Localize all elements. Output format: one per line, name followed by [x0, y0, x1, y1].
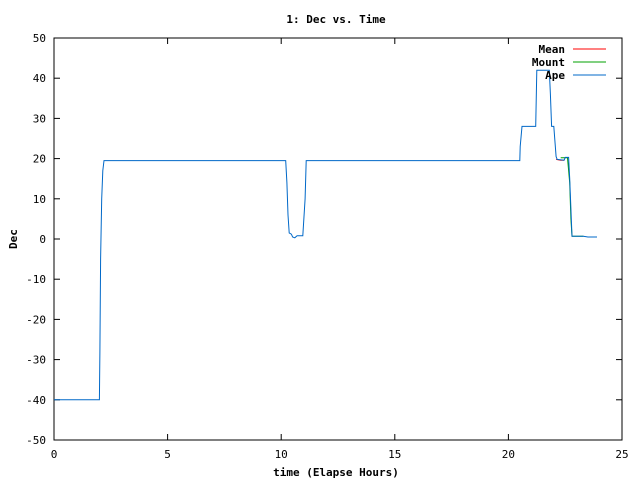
y-tick-label: 10: [33, 193, 46, 206]
x-tick-label: 20: [502, 448, 515, 461]
y-tick-label: 30: [33, 112, 46, 125]
series-line-mount: [560, 157, 584, 237]
x-tick-label: 25: [615, 448, 628, 461]
y-tick-label: -50: [26, 434, 46, 447]
plot-frame: [53, 37, 623, 441]
x-axis-label: time (Elapse Hours): [273, 466, 399, 479]
plot-frame-border: [53, 37, 623, 441]
y-tick-label: 20: [33, 153, 46, 166]
series-line-ape: [54, 69, 597, 401]
y-tick-label: -10: [26, 273, 46, 286]
legend-label-mean: Mean: [539, 43, 566, 56]
x-axis: 0 5 10 15 20 25: [51, 38, 629, 461]
x-tick-label: 15: [388, 448, 401, 461]
chart-title: 1: Dec vs. Time: [286, 13, 386, 26]
y-axis: -50 -40 -30 -20 -10 0 10 20 30 40 50: [26, 32, 622, 447]
y-tick-label: -30: [26, 354, 46, 367]
y-tick-label: 40: [33, 72, 46, 85]
y-tick-label: -40: [26, 394, 46, 407]
legend-label-mount: Mount: [532, 56, 565, 69]
series-lines: [54, 69, 597, 401]
x-tick-label: 10: [275, 448, 288, 461]
legend-label-ape: Ape: [545, 69, 565, 82]
x-tick-label: 0: [51, 448, 58, 461]
y-tick-label: 0: [39, 233, 46, 246]
y-tick-label: 50: [33, 32, 46, 45]
y-tick-label: -20: [26, 313, 46, 326]
y-axis-label: Dec: [7, 229, 20, 249]
x-tick-label: 5: [164, 448, 171, 461]
